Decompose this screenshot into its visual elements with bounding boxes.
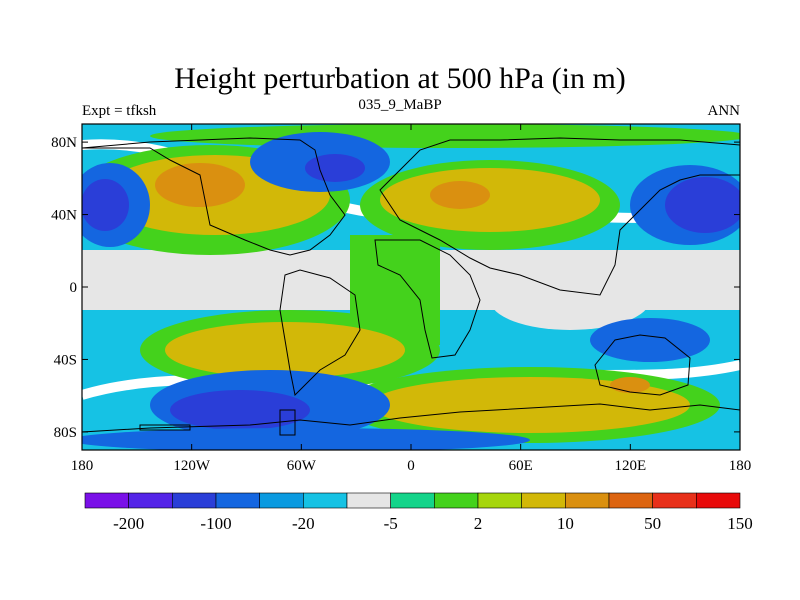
sh-ridge-yellow-south (370, 377, 690, 433)
nh-low-pacific-west-core (82, 179, 129, 231)
nh-ridge-yellow-east (380, 168, 600, 232)
colorbar-segment (259, 492, 304, 509)
colorbar-segment (128, 492, 173, 509)
colorbar-label: 2 (474, 514, 483, 533)
x-tick-label: 180 (71, 458, 94, 474)
case-label: 035_9_MaBP (358, 97, 442, 113)
y-tick-label: 80N (51, 135, 77, 151)
x-tick-label: 60W (287, 458, 317, 474)
colorbar-segment (521, 492, 566, 509)
arctic-green-band (150, 124, 740, 148)
colorbar-segment (696, 492, 741, 509)
colorbar-label: 50 (644, 514, 661, 533)
colorbar (84, 492, 741, 509)
outline-antarctic-island (279, 409, 296, 436)
colorbar-segment (84, 492, 129, 509)
land-outlines (82, 137, 740, 436)
x-tick-label: 120E (614, 458, 646, 474)
x-tick-label: 0 (407, 458, 415, 474)
outline-africa (374, 239, 481, 359)
colorbar-labels: -200 -100 -20 -5 2 10 50 150 (113, 514, 753, 533)
colorbar-segment (346, 492, 391, 509)
season-label: ANN (707, 103, 741, 119)
nh-ridge-orange-west (155, 163, 245, 207)
nh-low-pacific-east-core (665, 177, 740, 233)
colorbar-segment (303, 492, 348, 509)
sh-low-pacific-core (170, 390, 310, 430)
nh-ridge-orange-east (430, 181, 490, 209)
experiment-label: Expt = tfksh (82, 103, 157, 119)
antarctic-blue-band (82, 428, 530, 450)
x-axis: 180 120W 60W 0 60E 120E 180 (71, 124, 752, 474)
y-tick-label: 40S (54, 352, 77, 368)
colorbar-label: 150 (727, 514, 753, 533)
colorbar-segment (215, 492, 260, 509)
outline-south-america (279, 269, 361, 397)
colorbar-segment (565, 492, 610, 509)
y-tick-label: 80S (54, 425, 77, 441)
nh-low-atlantic-core (305, 154, 365, 182)
colorbar-segment (608, 492, 653, 509)
outline-australia (594, 334, 691, 396)
y-axis: 80N 40N 0 40S 80S (51, 135, 740, 441)
colorbar-label: -20 (292, 514, 315, 533)
tropical-grey-east (490, 270, 650, 330)
x-tick-label: 60E (509, 458, 533, 474)
outline-north-america (82, 137, 346, 256)
contour-field (82, 124, 740, 450)
colorbar-label: -100 (200, 514, 231, 533)
colorbar-label: -200 (113, 514, 144, 533)
colorbar-segment (477, 492, 522, 509)
y-tick-label: 40N (51, 208, 77, 224)
x-tick-label: 180 (729, 458, 752, 474)
colorbar-segment (390, 492, 435, 509)
y-tick-label: 0 (70, 280, 78, 296)
colorbar-segment (172, 492, 217, 509)
colorbar-segment (434, 492, 479, 509)
colorbar-label: 10 (557, 514, 574, 533)
sh-ridge-yellow-west (165, 322, 405, 378)
chart-title: Height perturbation at 500 hPa (in m) (174, 62, 626, 95)
sh-ridge-orange-south (610, 377, 650, 393)
x-tick-label: 120W (173, 458, 211, 474)
colorbar-segment (652, 492, 697, 509)
sh-low-indian (590, 318, 710, 362)
outline-ross-shelf (139, 424, 191, 431)
outline-antarctica (82, 403, 740, 433)
colorbar-label: -5 (384, 514, 398, 533)
outline-eurasia (379, 137, 740, 296)
